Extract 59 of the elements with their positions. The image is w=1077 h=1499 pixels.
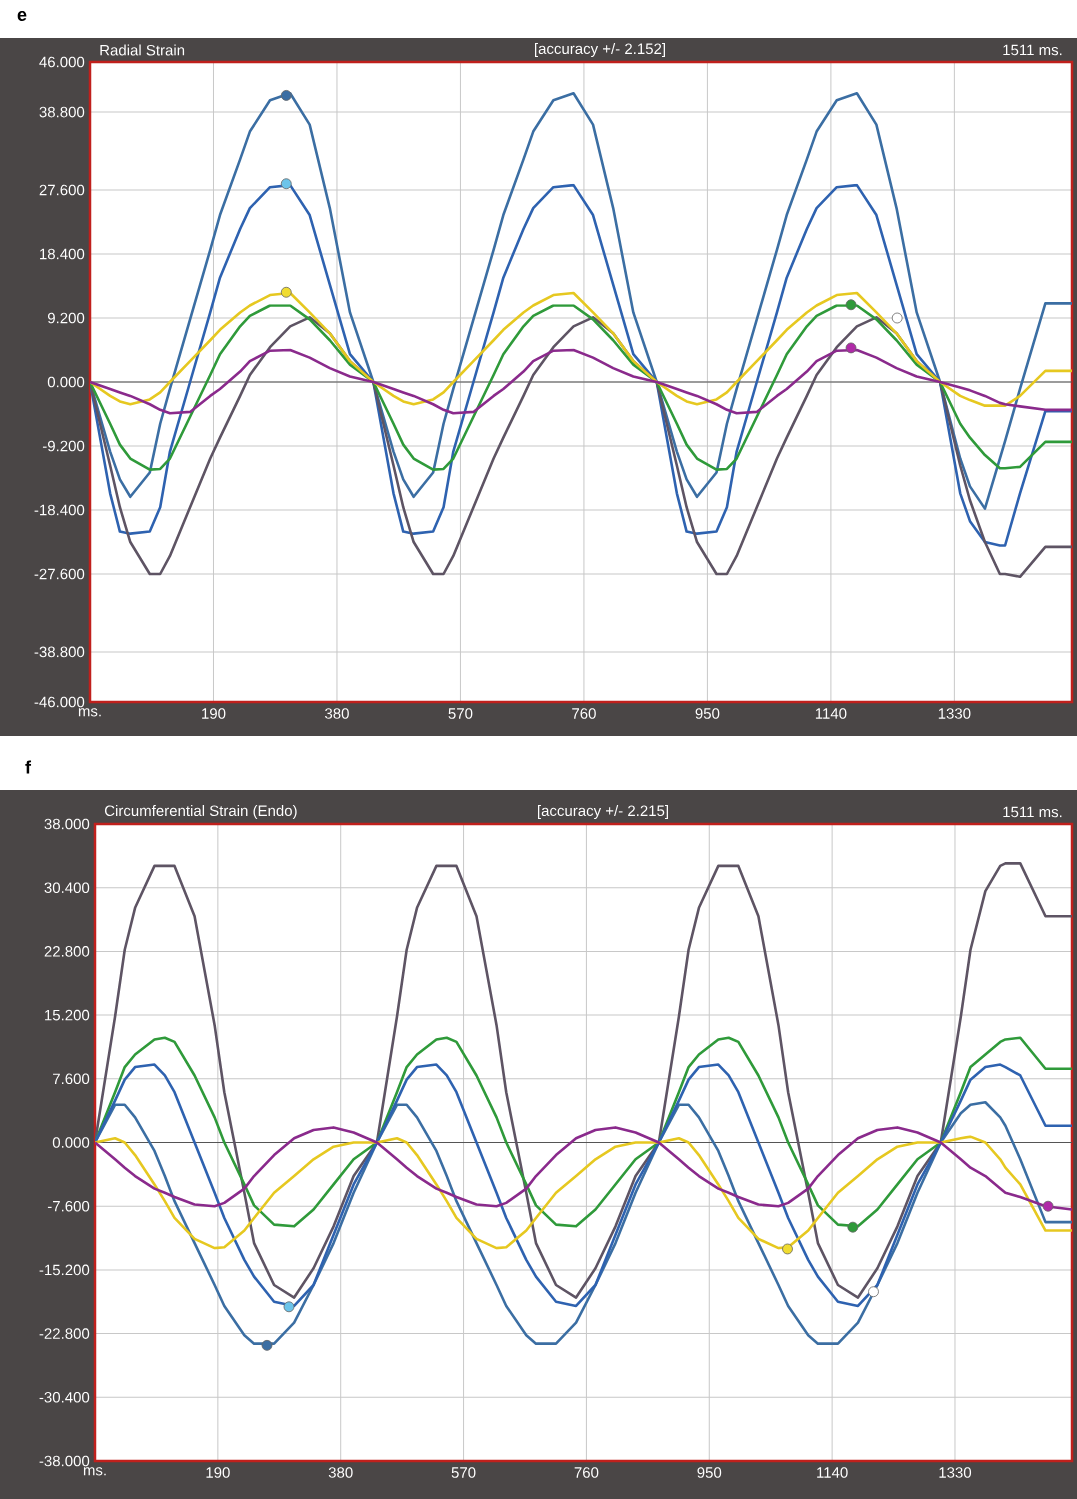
x-tick-label: 950 bbox=[695, 708, 720, 719]
x-tick-label: ms. bbox=[78, 708, 101, 717]
y-tick-label: 38.800 bbox=[39, 106, 85, 118]
text: 1511 ms. bbox=[1003, 44, 1062, 56]
y-tick-label: -18.400 bbox=[34, 504, 85, 516]
point bbox=[261, 1339, 273, 1351]
text: 1511 ms. bbox=[1003, 806, 1062, 818]
x-tick-label: 1330 bbox=[938, 708, 971, 719]
y-tick-label: -15.200 bbox=[39, 1264, 90, 1276]
y-tick-label: 18.400 bbox=[40, 248, 85, 260]
x-tick-label: 1330 bbox=[939, 1467, 972, 1478]
x-tick-label: ms. bbox=[83, 1467, 106, 1476]
point bbox=[847, 1221, 859, 1233]
x-tick-label: 380 bbox=[325, 708, 349, 719]
y-tick-label: -27.600 bbox=[34, 568, 85, 580]
y-tick-label: -38.000 bbox=[39, 1455, 90, 1467]
x-tick-label: 760 bbox=[574, 1467, 599, 1478]
y-tick-label: -30.400 bbox=[39, 1392, 90, 1403]
x-tick-label: 570 bbox=[448, 708, 473, 719]
x-tick-label: 190 bbox=[206, 1467, 230, 1478]
y-tick-label: 22.800 bbox=[44, 946, 90, 957]
chart-title: Circumferential Strain (Endo) bbox=[104, 805, 297, 819]
y-tick-label: 7.600 bbox=[53, 1073, 90, 1085]
y-tick-label: -38.800 bbox=[34, 646, 85, 658]
point bbox=[868, 1286, 879, 1298]
point bbox=[782, 1243, 793, 1255]
y-tick-label: -9.200 bbox=[42, 440, 85, 452]
y-tick-label: 46.000 bbox=[39, 56, 85, 68]
chart-subtitle: [accuracy +/- 2.215] bbox=[538, 805, 668, 819]
text: e bbox=[17, 11, 27, 21]
x-tick-label: 1140 bbox=[817, 1467, 848, 1478]
x-tick-label: 570 bbox=[451, 1467, 476, 1478]
x-tick-label: 380 bbox=[328, 1467, 353, 1478]
x-tick-label: 190 bbox=[202, 708, 226, 719]
y-tick-label: 15.200 bbox=[45, 1009, 90, 1021]
point bbox=[280, 89, 292, 101]
y-tick-label: 9.200 bbox=[47, 312, 85, 324]
chart-title: Radial Strain bbox=[100, 44, 185, 56]
y-tick-label: -7.600 bbox=[47, 1200, 90, 1212]
y-tick-label: 27.600 bbox=[39, 184, 85, 196]
y-tick-label: 38.000 bbox=[44, 818, 90, 830]
chart-subtitle: [accuracy +/- 2.152] bbox=[535, 43, 665, 57]
y-tick-label: 0.000 bbox=[47, 376, 85, 388]
x-tick-label: 760 bbox=[572, 708, 596, 719]
y-tick-label: 30.400 bbox=[44, 882, 90, 894]
y-tick-label: -46.000 bbox=[34, 696, 85, 708]
point bbox=[845, 299, 857, 311]
point bbox=[1042, 1200, 1054, 1212]
point bbox=[280, 286, 292, 298]
point bbox=[280, 178, 292, 190]
text: f bbox=[25, 760, 32, 774]
x-tick-label: 1140 bbox=[815, 708, 847, 719]
point bbox=[283, 1301, 295, 1313]
line-series bbox=[95, 1126, 1073, 1211]
x-tick-label: 950 bbox=[697, 1467, 722, 1478]
point bbox=[845, 342, 857, 354]
y-tick-label: -22.800 bbox=[39, 1328, 90, 1339]
y-tick-label: 0.000 bbox=[52, 1137, 90, 1148]
point bbox=[891, 312, 903, 324]
